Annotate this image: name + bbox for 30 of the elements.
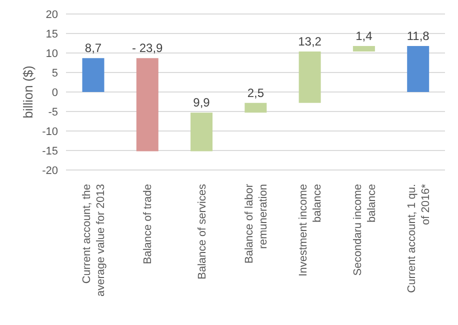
y-tick-label: -5 (48, 106, 58, 118)
data-label: - 23,9 (132, 41, 164, 56)
bar (244, 102, 267, 113)
bar (298, 51, 321, 103)
bar (190, 112, 213, 152)
data-label: 1,4 (356, 28, 373, 43)
data-label: 13,2 (298, 34, 322, 48)
x-tick-label: Balance of trade (142, 184, 154, 264)
x-tick-label: Investment income balance (298, 184, 324, 276)
y-tick-label: 0 (52, 86, 58, 99)
y-tick-label: 10 (46, 48, 58, 60)
y-tick-label: -10 (42, 126, 58, 138)
y-tick-label: -15 (42, 145, 58, 158)
bar (136, 58, 158, 152)
bar (352, 46, 375, 52)
data-label: 11,8 (406, 28, 430, 43)
data-label: 9,9 (193, 96, 210, 110)
bar (82, 58, 104, 92)
data-label: 8,7 (84, 41, 102, 56)
y-tick-label: 20 (46, 8, 58, 21)
data-label: 2,5 (247, 86, 264, 100)
x-tick-label: Balance of labor remuneration (244, 184, 270, 264)
y-tick-label: 5 (52, 67, 58, 80)
x-tick-label: Balance of services (196, 184, 208, 280)
y-axis-title: billion ($) (20, 66, 36, 118)
y-tick-label: 15 (46, 28, 58, 40)
y-tick-label: -20 (42, 164, 58, 177)
bar (407, 46, 430, 92)
x-tick-label: Secondaru income balance (352, 184, 378, 276)
x-tick-label: Current account, the average value for 2013 (81, 184, 108, 297)
